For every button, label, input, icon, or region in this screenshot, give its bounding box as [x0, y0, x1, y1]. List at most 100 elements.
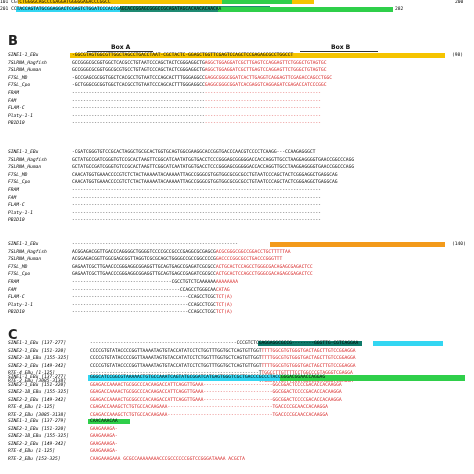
- sequence: ------------------------------------CGCC…: [72, 280, 238, 285]
- sequence: GCTATGCCGATCGGGTGTCCGCACTAAGTTCGGCATCAAT…: [72, 157, 355, 163]
- sequence-length-label: (140): [452, 242, 466, 247]
- green-highlight-top: [222, 0, 292, 4]
- sequence-name: 7SLRNA_Hagfish: [8, 157, 47, 163]
- sequence: ----------------------------------------…: [72, 295, 233, 301]
- sequence-name: 7SLRNA_Human: [8, 68, 42, 74]
- sequence-name: SINE1-1_EBu: [8, 242, 39, 247]
- sequence: CAACATGGTGAAACCCCGTCTCTACTAAAAATACAAAAAT…: [72, 180, 338, 186]
- sequence: ----------------------------------------…: [90, 371, 353, 377]
- sequence-name: RTE-2_EBu [153-325]: [8, 457, 61, 462]
- sequence-name: F7SL_Cpo: [8, 272, 31, 278]
- sequence: ----------------------------------------…: [72, 113, 321, 119]
- sequence: ----------------------------------------…: [90, 379, 353, 384]
- sequence: ----------------------------------------…: [90, 341, 359, 346]
- sequence: CCCCGTGTATACCCCGGTTAAAATAGTGTACCATATCCTC…: [90, 356, 356, 362]
- sequence-name: F7SL_MD: [8, 264, 28, 270]
- panel-a-line-2: 201 CCTACCAGTATGCGGAGGACTCGAGTCTGGATCCCA…: [0, 7, 222, 12]
- dark-highlight-c: [258, 341, 362, 346]
- sequence-name: FRAM: [8, 188, 20, 193]
- sequence: GAGAATCGCTTGAACCCGGGAGGCGGAGGTTGCAGTGAGC…: [72, 264, 313, 270]
- sequence: ----------------------------------------…: [72, 91, 321, 96]
- sequence-name: SINE2-2_EBu [149-342]: [8, 363, 67, 369]
- box-highlight-sine1: [70, 53, 445, 58]
- sequence-length-label: (98): [452, 53, 464, 58]
- sequence: ACGGAGACGGTTGACCCAGGGGCTGGGGTCCCCGCCGCCC…: [72, 249, 291, 255]
- sequence-name: RTE-2_EBu [3085-3138]: [8, 379, 67, 384]
- sequence-name: Platy-1-1: [8, 113, 33, 119]
- sequence-name: SINE1-1_EBu [137-277]: [8, 375, 67, 380]
- box-b-label: Box B: [331, 44, 351, 51]
- sequence-name: RTE-4_EBu [1-125]: [8, 405, 56, 411]
- sequence: CGAGACCAAAGCTCTGTGCCACAAGAAA------------…: [90, 413, 328, 418]
- sequence-name: FAM: [8, 287, 17, 293]
- sequence: ----------------------------------------…: [72, 195, 321, 201]
- box-b-bracket: [300, 51, 378, 52]
- sequence-name: SINE1-1_EBu [137-279]: [8, 419, 67, 424]
- sequence: -GCCGAGCGCGGTGGCTCACGCCTGTAATCCCAGCACTTT…: [72, 75, 332, 81]
- sequence: ----------------------------------------…: [72, 121, 321, 127]
- sequence: GAAGAAAGA-: [90, 426, 118, 432]
- sequence: CCCCGTGTATACCCCGGTTAAAATAGTGTACCATATCCTC…: [90, 363, 356, 369]
- teal-highlight-a: [120, 6, 270, 12]
- sequence-name: FAM: [8, 195, 17, 201]
- sequence-name: Platy-1-1: [8, 302, 33, 308]
- sequence: ----------------------------------------…: [72, 98, 321, 104]
- sequence: ---------------------------------------C…: [72, 287, 230, 293]
- sequence-name: SINE2-1B_EBu [155-325]: [8, 434, 69, 440]
- sequence-name: SINE2-2_EBu [149-342]: [8, 441, 67, 447]
- sequence: -CGATCGGGTGTCCGCACTAGGCTGCGCACTGGTGCAGTG…: [72, 150, 316, 155]
- cyan-highlight-a: [16, 7, 120, 12]
- sequence: GCCGGGCGCGGTGGCGCGTGCCTGTAGTCCCAGCTACTCG…: [72, 68, 327, 74]
- sequence-name: SINE1-1_EBu: [8, 150, 39, 155]
- sequence-name: F7SL_MD: [8, 75, 28, 81]
- sequence: GCTATGCCGATCGGGTGTCCGCACTAAGTTCGGCATCAAT…: [72, 165, 355, 171]
- sequence: CCCCGTGTATACCCCGGTTAAAATAGTGTACCATATCCTC…: [90, 348, 356, 354]
- sequence: GAAGAAAGA-: [90, 434, 118, 440]
- sequence-name: FLAM-C: [8, 295, 25, 301]
- cyan-highlight-c1: [373, 341, 443, 346]
- sequence-name: Platy-1-1: [8, 210, 33, 216]
- panel-a-line-1-end: 200: [455, 0, 464, 5]
- sequence-name: SINE2-1B_EBu [155-325]: [8, 356, 69, 362]
- sequence: ----------------------------------------…: [72, 242, 238, 247]
- green-highlight-c3: [88, 419, 130, 424]
- sequence: CAACAAACAA: [90, 419, 118, 424]
- sequence-name: SINE2-1_EBu [151-320]: [8, 426, 67, 432]
- sequence-name: RTE-4_EBu [1-125]: [8, 449, 56, 455]
- box-a-label: Box A: [111, 44, 131, 51]
- sequence: ----------------------------------------…: [72, 210, 321, 216]
- sequence: GCCGGGCGCGGTGGCTCACGCCTGTAATCCCAGCTACTCG…: [72, 60, 327, 66]
- box-highlight-sine1-end: [270, 242, 445, 247]
- sequence: ----------------------------------------…: [72, 218, 321, 224]
- sequence: GGAGACCAAAACTGCGGCCCACAAGACCATTCAGGTTGAA…: [90, 390, 342, 396]
- sequence-name: PB1D10: [8, 218, 25, 224]
- sequence-name: RTE-4_EBu [1-125]: [8, 371, 56, 377]
- sequence: ----------------------------------------…: [72, 302, 233, 308]
- panel-b-letter: B: [8, 34, 18, 49]
- sequence-name: SINE1-1_EBu [137-277]: [8, 341, 67, 346]
- sequence: ----------------------------------------…: [72, 188, 321, 193]
- sequence-name: FAM: [8, 98, 17, 104]
- sequence-name: RTE-2_EBu [3085-3138]: [8, 413, 67, 418]
- sequence: GGGCATCCGGCGTAAAAACTGTGCCAAATCAGTATGCGGA…: [90, 375, 326, 380]
- sequence-name: SINE2-1_EBu [151-320]: [8, 348, 67, 354]
- sequence-name: SINE2-2_EBu [149-342]: [8, 397, 67, 403]
- sequence: GAAGAAAGA-: [90, 441, 118, 447]
- sequence: ----------------------------------------…: [72, 203, 321, 209]
- sequence: GAGAATCGCTTGAACCCGGGAGGCGGAGGTTGCAGTGAGC…: [72, 272, 313, 278]
- panel-c-letter: C: [8, 328, 18, 343]
- sequence-name: SINE2-1_EBu [151-320]: [8, 382, 67, 388]
- sequence-name: F7SL_Cpo: [8, 83, 31, 89]
- sequence: GAAGAAAGA-: [90, 449, 118, 455]
- sequence-name: F7SL_Cpo: [8, 180, 31, 186]
- sequence-name: FLAM-C: [8, 203, 25, 209]
- sequence-name: SINE1-1_EBu: [8, 53, 39, 58]
- sequence-name: 7SLRNA_Hagfish: [8, 60, 47, 66]
- sequence-name: 7SLRNA_Human: [8, 165, 42, 171]
- sequence: GGAGACCAAAACTGCGGCCCACAAGACCATTCAGGTTGAA…: [90, 397, 342, 403]
- sequence: -GCTGGGCGCGGTGGCTCACGCCTGTAATCCCAGCACTTT…: [72, 83, 327, 89]
- sequence-name: 7SLRNA_Hagfish: [8, 249, 47, 255]
- sequence-name: PB1D10: [8, 310, 25, 316]
- box-a-bracket: [87, 51, 153, 52]
- sequence-name: FRAM: [8, 91, 20, 96]
